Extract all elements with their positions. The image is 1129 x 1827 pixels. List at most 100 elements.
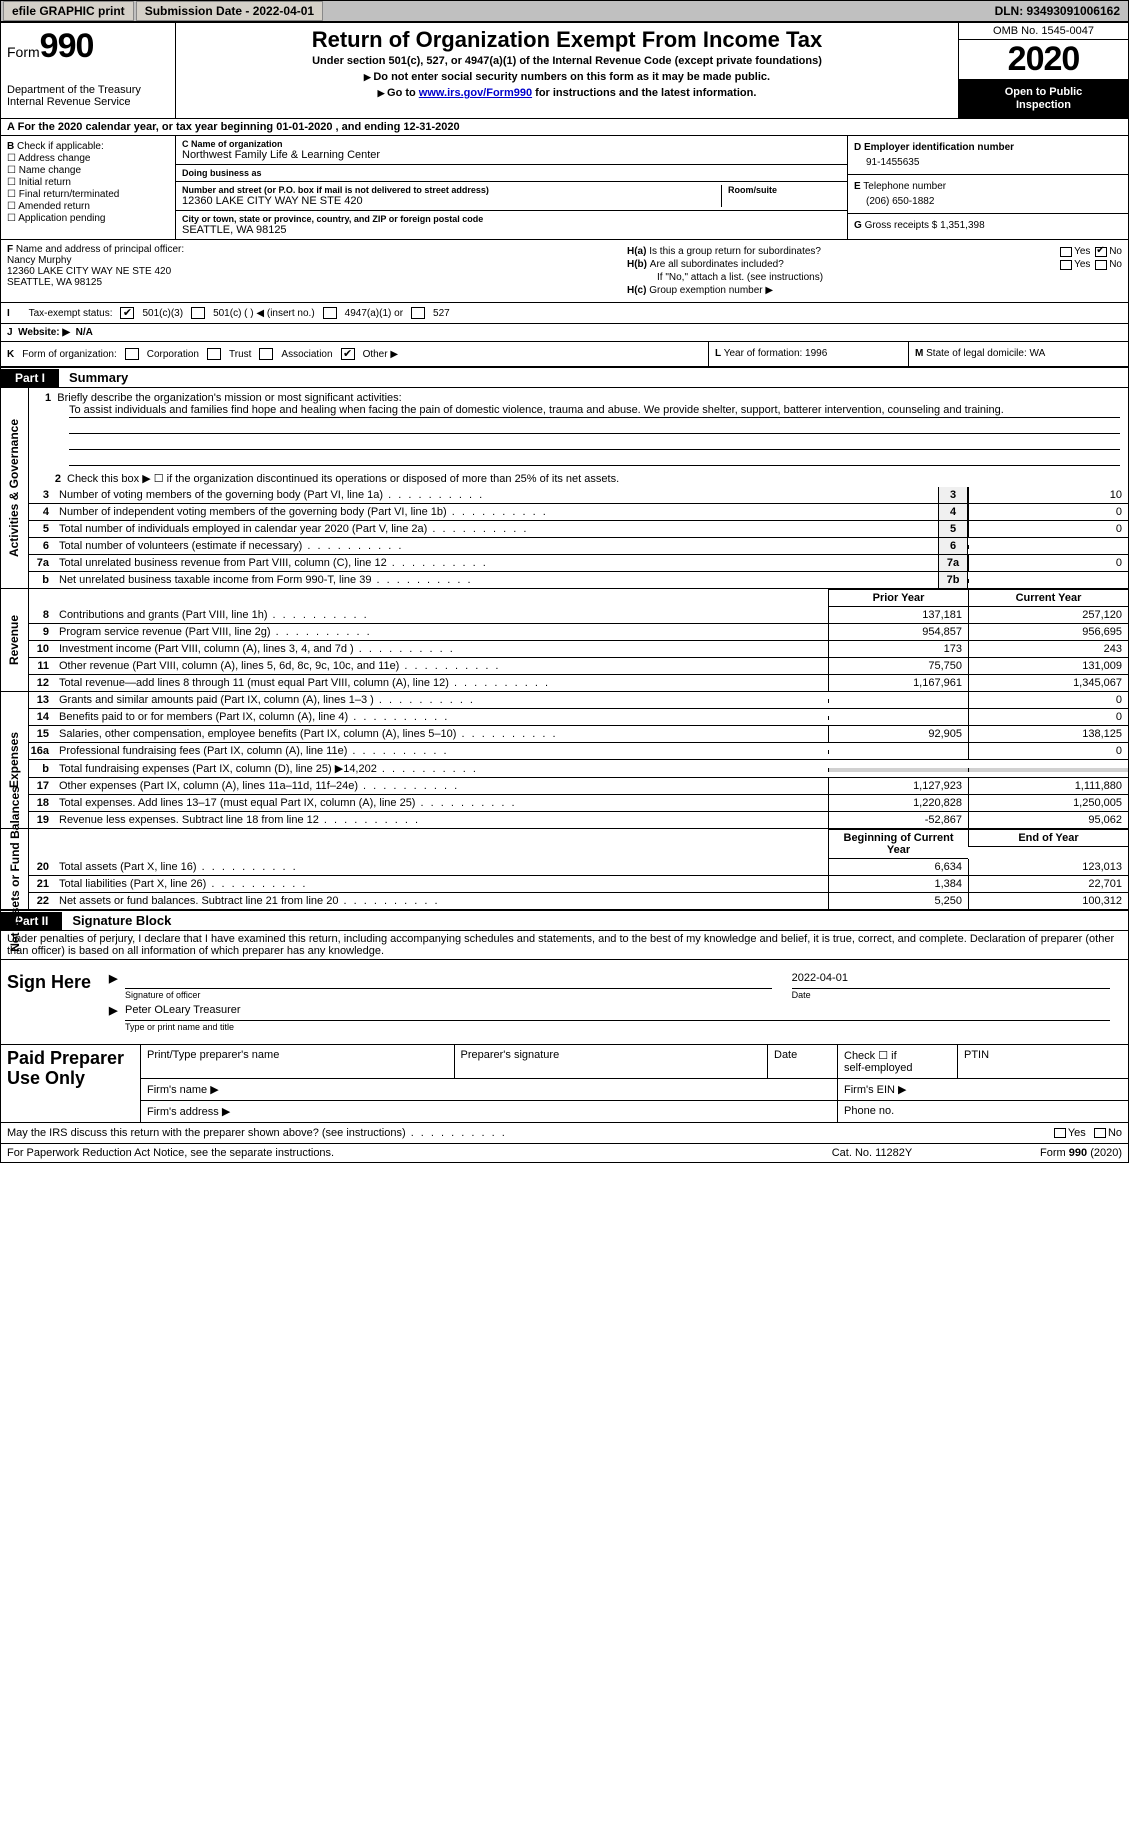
chk-assoc[interactable] bbox=[259, 348, 273, 360]
row-num: 4 bbox=[29, 504, 55, 520]
row-box: 4 bbox=[938, 504, 968, 520]
hb-label: Are all subordinates included? bbox=[650, 259, 1058, 270]
row-value: 0 bbox=[968, 521, 1128, 537]
ha-yes-box[interactable] bbox=[1060, 247, 1072, 257]
irs-yes-box[interactable] bbox=[1054, 1128, 1066, 1138]
row-label: Total liabilities (Part X, line 26) bbox=[55, 876, 828, 892]
form-subtitle: Under section 501(c), 527, or 4947(a)(1)… bbox=[184, 55, 950, 67]
row-label: Grants and similar amounts paid (Part IX… bbox=[55, 692, 828, 708]
line-a-period: A For the 2020 calendar year, or tax yea… bbox=[1, 119, 1128, 136]
chk-501c3[interactable] bbox=[120, 307, 134, 319]
prior-value: 1,167,961 bbox=[828, 675, 968, 691]
sig-officer-field[interactable] bbox=[125, 972, 782, 988]
ha-no-box[interactable] bbox=[1095, 247, 1107, 257]
line2-text: Check this box ▶ ☐ if the organization d… bbox=[67, 472, 1122, 485]
phone-no-lbl: Phone no. bbox=[838, 1101, 1128, 1122]
form-frame: Form990 Department of the Treasury Inter… bbox=[0, 22, 1129, 1163]
money-row: 19Revenue less expenses. Subtract line 1… bbox=[29, 811, 1128, 828]
money-row: 9Program service revenue (Part VIII, lin… bbox=[29, 623, 1128, 640]
expenses-section: Expenses 13Grants and similar amounts pa… bbox=[1, 692, 1128, 829]
form-header: Form990 Department of the Treasury Inter… bbox=[1, 23, 1128, 119]
row-num: 12 bbox=[29, 675, 55, 691]
gov-row: 7aTotal unrelated business revenue from … bbox=[29, 554, 1128, 571]
hb-no-box[interactable] bbox=[1095, 260, 1107, 270]
gov-row: 5Total number of individuals employed in… bbox=[29, 520, 1128, 537]
chk-527[interactable] bbox=[411, 307, 425, 319]
row-num: 17 bbox=[29, 778, 55, 794]
mission-block: 1 Briefly describe the organization's mi… bbox=[29, 388, 1128, 470]
open-line2: Inspection bbox=[963, 99, 1124, 112]
mission-text: To assist individuals and families find … bbox=[69, 404, 1120, 418]
money-row: 8Contributions and grants (Part VIII, li… bbox=[29, 607, 1128, 623]
header-right: OMB No. 1545-0047 2020 Open to Public In… bbox=[958, 23, 1128, 118]
col-b-checkboxes: B Check if applicable: Address change Na… bbox=[1, 136, 176, 239]
part2-title: Signature Block bbox=[62, 911, 181, 930]
year-formation: Year of formation: 1996 bbox=[724, 348, 828, 359]
chk-final-return[interactable]: Final return/terminated bbox=[7, 189, 169, 200]
mission-blank-2 bbox=[69, 436, 1120, 450]
prior-value: 1,220,828 bbox=[828, 795, 968, 811]
name-label: Name of organization bbox=[191, 139, 283, 149]
gov-table: 3Number of voting members of the governi… bbox=[29, 487, 1128, 588]
pra-notice: For Paperwork Reduction Act Notice, see … bbox=[7, 1147, 782, 1159]
chk-name-change[interactable]: Name change bbox=[7, 165, 169, 176]
firm-name-lbl: Firm's name ▶ bbox=[141, 1079, 838, 1100]
chk-amended[interactable]: Amended return bbox=[7, 201, 169, 212]
note2-a: Go to bbox=[387, 87, 419, 99]
col-h: H(a) Is this a group return for subordin… bbox=[621, 240, 1128, 302]
chk-initial-return[interactable]: Initial return bbox=[7, 177, 169, 188]
row-num: 11 bbox=[29, 658, 55, 674]
top-toolbar: efile GRAPHIC print Submission Date - 20… bbox=[0, 0, 1129, 22]
efile-print-button[interactable]: efile GRAPHIC print bbox=[3, 1, 134, 21]
officer-label: Name and address of principal officer: bbox=[16, 244, 184, 255]
hb-yesno: Yes No bbox=[1058, 259, 1122, 270]
prior-value bbox=[828, 768, 968, 772]
ein-value: 91-1455635 bbox=[854, 153, 1122, 168]
org-name: Northwest Family Life & Learning Center bbox=[182, 149, 841, 161]
row-value bbox=[968, 579, 1128, 583]
chk-other[interactable] bbox=[341, 348, 355, 360]
gov-row: 3Number of voting members of the governi… bbox=[29, 487, 1128, 503]
chk-4947[interactable] bbox=[323, 307, 337, 319]
row-label: Revenue less expenses. Subtract line 18 … bbox=[55, 812, 828, 828]
b-label: Check if applicable: bbox=[17, 141, 104, 152]
prior-value: 5,250 bbox=[828, 893, 968, 909]
chk-app-pending[interactable]: Application pending bbox=[7, 213, 169, 224]
row-label: Total assets (Part X, line 16) bbox=[55, 859, 828, 875]
chk-address-change[interactable]: Address change bbox=[7, 153, 169, 164]
hb-yes-box[interactable] bbox=[1060, 260, 1072, 270]
firm-addr-lbl: Firm's address ▶ bbox=[141, 1101, 838, 1122]
current-value: 1,345,067 bbox=[968, 675, 1128, 691]
chk-corp[interactable] bbox=[125, 348, 139, 360]
row-num: 16a bbox=[29, 743, 55, 759]
line1-num: 1 bbox=[45, 392, 51, 404]
state-domicile: State of legal domicile: WA bbox=[926, 348, 1045, 359]
instructions-link[interactable]: www.irs.gov/Form990 bbox=[419, 87, 532, 99]
row-value: 0 bbox=[968, 504, 1128, 520]
chk-trust[interactable] bbox=[207, 348, 221, 360]
hb-note: If "No," attach a list. (see instruction… bbox=[627, 272, 1122, 283]
col-boy: Beginning of Current Year bbox=[828, 829, 968, 859]
form-ref: Form 990 (2020) bbox=[962, 1147, 1122, 1159]
current-value: 100,312 bbox=[968, 893, 1128, 909]
chk-501c[interactable] bbox=[191, 307, 205, 319]
sig-date-label: Date bbox=[792, 988, 1110, 1000]
header-center: Return of Organization Exempt From Incom… bbox=[176, 23, 958, 118]
row-num: 19 bbox=[29, 812, 55, 828]
form-word: Form bbox=[7, 44, 40, 60]
street-label: Number and street (or P.O. box if mail i… bbox=[182, 185, 721, 195]
netassets-section: Net Assets or Fund Balances Beginning of… bbox=[1, 829, 1128, 910]
row-label: Total number of volunteers (estimate if … bbox=[55, 538, 938, 554]
irs-no-box[interactable] bbox=[1094, 1128, 1106, 1138]
row-num: 5 bbox=[29, 521, 55, 537]
current-value: 138,125 bbox=[968, 726, 1128, 742]
vtab-netassets: Net Assets or Fund Balances bbox=[1, 829, 29, 909]
mission-label: Briefly describe the organization's miss… bbox=[57, 392, 401, 404]
money-row: 14Benefits paid to or for members (Part … bbox=[29, 708, 1128, 725]
current-value: 22,701 bbox=[968, 876, 1128, 892]
prior-value: 954,857 bbox=[828, 624, 968, 640]
row-label: Total expenses. Add lines 13–17 (must eq… bbox=[55, 795, 828, 811]
sig-arrow-icon-2: ▶ bbox=[109, 1004, 125, 1032]
money-row: 12Total revenue—add lines 8 through 11 (… bbox=[29, 674, 1128, 691]
current-value: 257,120 bbox=[968, 607, 1128, 623]
